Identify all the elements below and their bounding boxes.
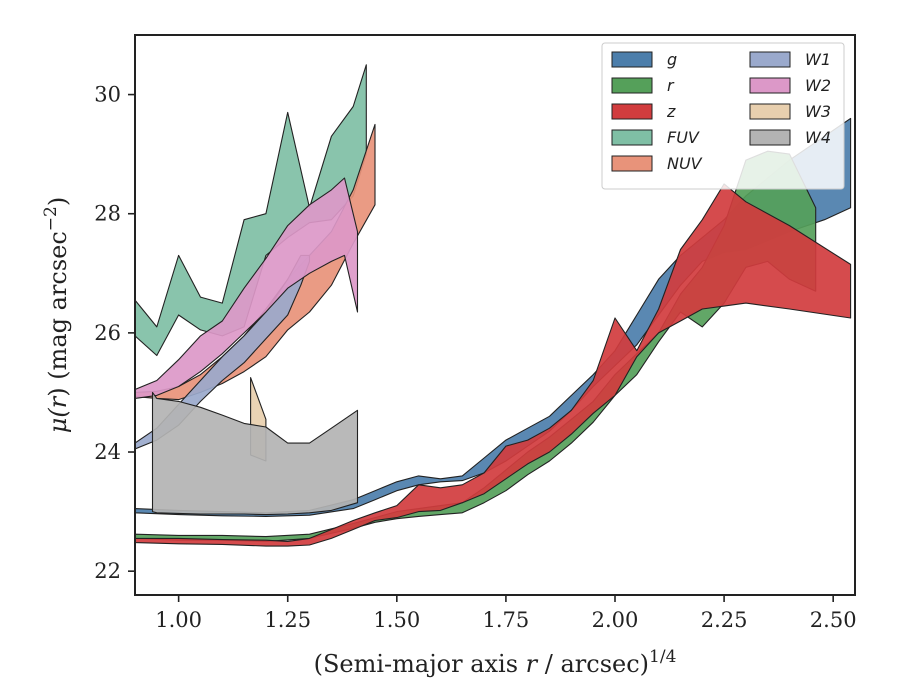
legend-swatch-w3 <box>749 103 791 120</box>
x-tick-label: 1.00 <box>155 608 202 632</box>
series-band-g <box>135 117 852 517</box>
legend-label-g: g <box>667 50 677 69</box>
legend-label-nuv: NUV <box>667 154 703 173</box>
legend-swatch-nuv <box>611 155 653 172</box>
legend-label-w3: W3 <box>805 102 831 121</box>
legend-label-w2: W2 <box>805 76 831 95</box>
y-tick-label: 26 <box>94 321 121 345</box>
y-tick-label: 22 <box>94 559 121 583</box>
y-tick-label: 28 <box>94 202 121 226</box>
series-band-w4 <box>151 391 359 516</box>
legend-label-w4: W4 <box>805 128 831 147</box>
y-axis-label: μ(r) (mag arcsec−2) <box>41 197 72 434</box>
legend-label-fuv: FUV <box>667 128 700 147</box>
legend-label-w1: W1 <box>805 50 831 69</box>
y-tick-label: 24 <box>94 440 121 464</box>
x-axis: 1.00 1.25 1.50 1.75 2.00 2.25 2.50 <box>155 595 857 632</box>
series-layer <box>135 64 852 547</box>
legend-swatch-w2 <box>749 77 791 94</box>
legend-swatch-z <box>611 103 653 120</box>
legend: grz FUV NUV W1 W2 W3 W4 <box>601 42 845 190</box>
legend-label-r: r <box>667 76 675 95</box>
y-axis: 22 24 26 28 30 <box>94 83 135 583</box>
series-band-w2 <box>135 177 359 399</box>
x-tick-label: 1.75 <box>483 608 530 632</box>
legend-label-z: z <box>666 102 676 121</box>
x-tick-label: 2.25 <box>701 608 748 632</box>
x-tick-label: 1.50 <box>373 608 420 632</box>
legend-swatch-w4 <box>749 129 791 146</box>
plot-frame <box>134 34 856 596</box>
legend-swatch-fuv <box>611 129 653 146</box>
legend-swatch-w1 <box>749 51 791 68</box>
legend-swatch-g <box>611 51 653 68</box>
x-axis-label: (Semi-major axis r / arcsec)1/4 <box>314 647 677 678</box>
y-tick-label: 30 <box>94 83 121 107</box>
x-tick-label: 2.50 <box>810 608 857 632</box>
x-tick-label: 2.00 <box>592 608 639 632</box>
x-tick-label: 1.25 <box>264 608 311 632</box>
series-band-z <box>135 183 852 547</box>
legend-swatch-r <box>611 77 653 94</box>
